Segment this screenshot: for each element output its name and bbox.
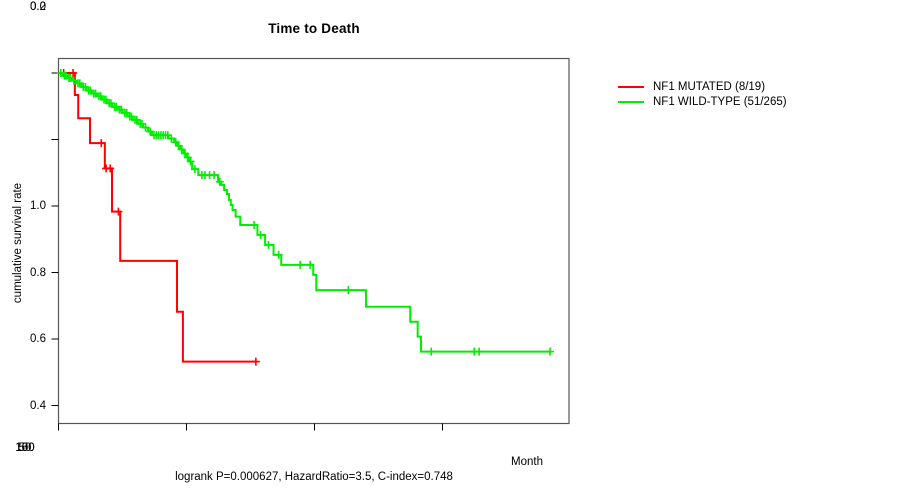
- legend-row-mutated: NF1 MUTATED (8/19): [618, 79, 787, 94]
- y-tick-label-0.4: 0.4: [30, 399, 46, 412]
- mutated-line-swatch: [618, 85, 644, 88]
- legend: NF1 MUTATED (8/19) NF1 WILD-TYPE (51/265…: [618, 79, 787, 109]
- y-tick-label-0.6: 0.6: [30, 333, 46, 345]
- plot-box: [57, 57, 570, 425]
- legend-label-wildtype: NF1 WILD-TYPE (51/265): [653, 95, 787, 108]
- y-tick-label-0.2: 0.2: [30, 1, 46, 13]
- y-tick-label-0.0: 0.0: [30, 1, 46, 13]
- x-tick-label-150: 150: [15, 442, 35, 454]
- survival-curve-mutated: [58, 72, 256, 363]
- y-tick-label-1.0: 1.0: [30, 200, 46, 212]
- x-tick-label-50: 50: [18, 442, 32, 454]
- x-tick-label-100: 100: [15, 442, 35, 454]
- legend-row-wildtype: NF1 WILD-TYPE (51/265): [618, 94, 787, 109]
- x-tick-label-0: 0: [21, 442, 29, 454]
- x-axis-label: Month: [511, 456, 543, 468]
- stats-caption: logrank P=0.000627, HazardRatio=3.5, C-i…: [175, 471, 453, 483]
- chart-title: Time to Death: [268, 21, 360, 36]
- legend-label-mutated: NF1 MUTATED (8/19): [653, 80, 766, 93]
- y-tick-label-0.8: 0.8: [30, 266, 46, 279]
- wildtype-line-swatch: [618, 100, 644, 103]
